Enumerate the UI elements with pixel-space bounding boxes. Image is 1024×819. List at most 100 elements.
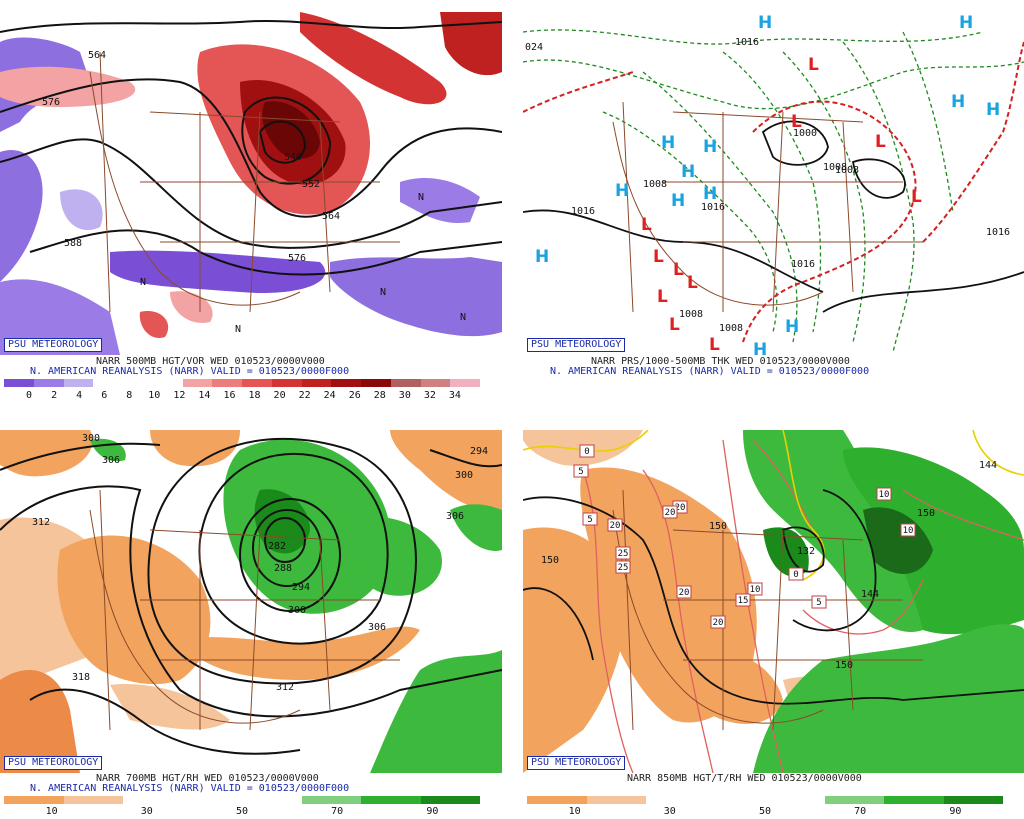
colorbar-vorticity (4, 379, 480, 387)
colorbar-ticks: 10 30 50 70 90 (4, 806, 480, 818)
isobar-label: 1008 (719, 323, 743, 334)
colorbar-tick-label: 30 (140, 806, 153, 817)
contour-label: 564 (88, 50, 106, 61)
colorbar-tick-label: 20 (273, 390, 286, 401)
moist-area (340, 516, 442, 596)
panel4-caption: NARR 850MB HGT/T/RH WED 010523/0000V000 (627, 773, 862, 784)
colorbar-tick-label: 8 (126, 390, 133, 401)
colorbar-tick-label: 90 (426, 806, 439, 817)
high-pressure-marker: H (986, 100, 1000, 120)
height-contours (0, 437, 502, 755)
contour-label: 132 (797, 546, 815, 557)
contour-label: 552 (302, 179, 320, 190)
panel1-caption: NARR 500MB HGT/VOR WED 010523/0000V000 (96, 356, 325, 367)
colorbar-swatch (331, 379, 361, 387)
panel-surface-pressure: 024 1016 1016 1008 1000 1008 1016 1016 1… (523, 12, 1024, 355)
colorbar-swatch (390, 379, 421, 387)
colorbar-swatch (212, 379, 242, 387)
vorticity-area (400, 177, 480, 223)
map-700mb: 300 306 312 318 282 288 294 300 306 312 … (0, 430, 502, 773)
colorbar-swatch (586, 796, 646, 804)
colorbar-tick-label: 12 (173, 390, 186, 401)
colorbar-swatch (301, 379, 332, 387)
low-pressure-marker: L (875, 132, 886, 152)
colorbar-swatch (93, 379, 123, 387)
panel-700mb-humidity: 300 306 312 318 282 288 294 300 306 312 … (0, 430, 502, 773)
high-pressure-marker: H (681, 162, 695, 182)
state-borders (89, 51, 400, 313)
contour-label: 576 (42, 97, 60, 108)
temperature-label-box (607, 518, 623, 532)
vorticity-area (0, 279, 120, 355)
colorbar-tick-label: 14 (198, 390, 211, 401)
dry-area (390, 430, 502, 511)
contour-label: 300 (82, 433, 100, 444)
isobar-label: 1016 (701, 202, 725, 213)
colorbar-tick-label: 4 (76, 390, 83, 401)
isobar-label: 1008 (643, 179, 667, 190)
dry-area (523, 527, 626, 773)
low-pressure-marker: L (687, 273, 698, 293)
dry-area (0, 670, 80, 773)
high-pressure-marker: H (703, 137, 717, 157)
source-badge: PSU METEOROLOGY (4, 756, 103, 770)
source-badge: PSU METEOROLOGY (527, 756, 626, 770)
isobar-label: 1016 (571, 206, 595, 217)
colorbar-tick-label: 50 (758, 806, 772, 817)
low-pressure-marker: L (669, 315, 680, 335)
low-pressure-marker: L (791, 112, 802, 132)
temperature-label-box (735, 593, 751, 607)
colorbar-humidity (4, 796, 480, 804)
colorbar-tick-label: 70 (854, 806, 867, 817)
panel-850mb-temperature: 150 150 132 144 150 144 150 5 5 20 20 20 20 25… (523, 430, 1024, 773)
vorticity-area (139, 311, 169, 338)
colorbar-tick-label: 18 (248, 390, 261, 401)
colorbar-tick-label: 6 (101, 390, 108, 401)
colorbar-tick-label: 10 (148, 390, 161, 401)
moist-area (370, 650, 502, 773)
temperature-label: 0 (584, 447, 589, 457)
high-pressure-marker: H (959, 13, 973, 33)
colorbar-tick-label: 30 (663, 806, 676, 817)
colorbar-swatch (63, 796, 123, 804)
colorbar-swatch (646, 796, 706, 804)
high-pressure-marker: H (535, 247, 549, 267)
colorbar-tick-label: 28 (373, 390, 386, 401)
colorbar-swatch (123, 796, 183, 804)
panel1-valid: N. AMERICAN REANALYSIS (NARR) VALID = 01… (30, 366, 350, 377)
high-pressure-marker: H (671, 191, 685, 211)
colorbar-swatch (182, 379, 213, 387)
low-pressure-marker: L (641, 215, 652, 235)
temperature-label: 5 (816, 598, 821, 608)
contour-label: 540 (284, 152, 302, 163)
contour-label: 150 (541, 555, 559, 566)
temperature-label: 20 (679, 588, 690, 598)
temperature-label-box (900, 523, 916, 537)
colorbar-swatch (152, 379, 183, 387)
vorticity-label: N (140, 277, 146, 288)
contour-label: 150 (917, 508, 935, 519)
contour-label: 312 (32, 517, 50, 528)
panel3-valid: N. AMERICAN REANALYSIS (NARR) VALID = 01… (30, 783, 350, 794)
isobar-label: 1016 (986, 227, 1010, 238)
colorbar-swatch (884, 796, 944, 804)
low-pressure-marker: L (673, 260, 684, 280)
colorbar-tick-label: 32 (423, 390, 436, 401)
thickness-contours (523, 29, 1024, 353)
contour-label: 306 (368, 622, 386, 633)
isobar-label: 024 (525, 42, 543, 53)
vorticity-area (60, 189, 103, 231)
colorbar-tick-label: 0 (26, 390, 33, 401)
colorbar-swatch (63, 379, 94, 387)
colorbar-tick-label: 24 (323, 390, 336, 401)
temperature-label-box (582, 512, 598, 526)
high-pressure-marker: H (661, 133, 675, 153)
contour-label: 150 (709, 521, 727, 532)
vorticity-area (330, 257, 502, 337)
colorbar-tick-label: 26 (348, 390, 361, 401)
low-pressure-marker: L (709, 335, 720, 355)
panel-500mb-vorticity: 564 576 540 552 564 576 588 N N N N N PS… (0, 12, 502, 355)
high-pressure-marker: H (753, 340, 767, 355)
dry-area (57, 535, 211, 685)
